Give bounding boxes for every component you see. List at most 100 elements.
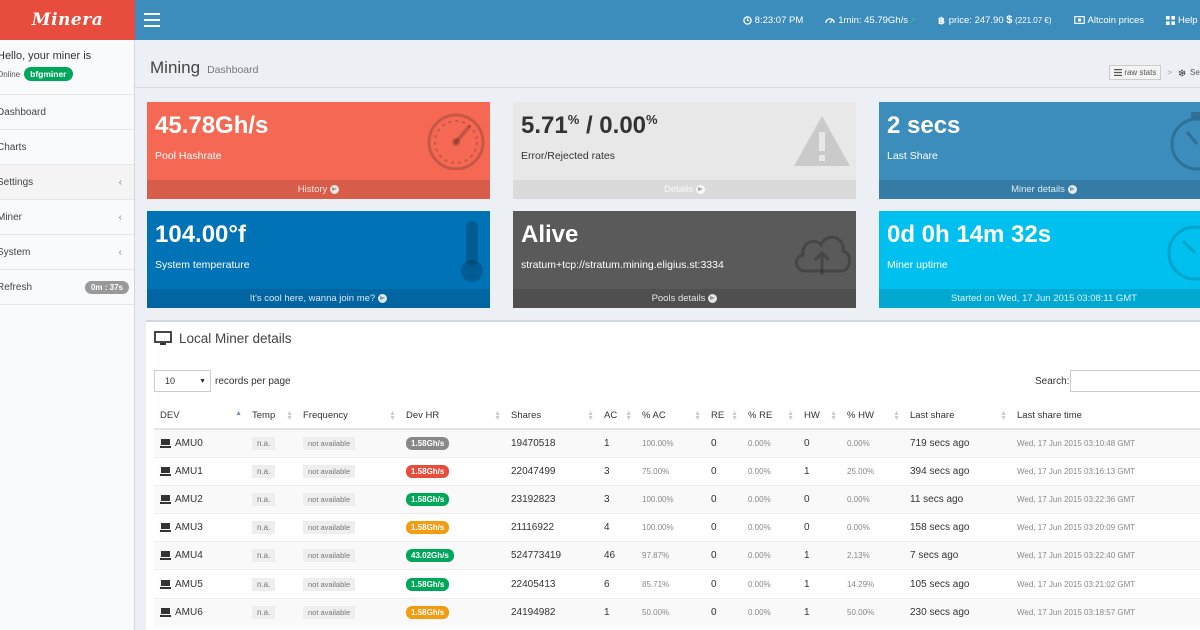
sidebar-item-settings[interactable]: Settings ‹ bbox=[0, 165, 134, 200]
column-header-re[interactable]: RE ▲ ▼ bbox=[705, 403, 742, 430]
temp-tag: n.a. bbox=[252, 492, 276, 506]
altcoin-prices-link[interactable]: Altcoin prices bbox=[1073, 15, 1144, 26]
column-header-pct-re[interactable]: % RE ▲ ▼ bbox=[742, 403, 798, 430]
device-label: AMU4 bbox=[175, 550, 203, 562]
column-header-pct-ac[interactable]: % AC ▲ ▼ bbox=[636, 403, 705, 430]
cell-pct-hw: 14.29% bbox=[841, 569, 904, 599]
hashrate-badge: 43.02Gh/s bbox=[406, 549, 454, 563]
column-header-shares[interactable]: Shares ▲ ▼ bbox=[505, 403, 598, 430]
cell-dev-hr: 1.58Gh/s bbox=[400, 597, 505, 627]
help-link[interactable]: Help bbox=[1166, 15, 1200, 26]
arrow-circle-right-icon bbox=[378, 294, 388, 303]
cell-last-share-time: Wed, 17 Jun 2015 03:20:09 GMT bbox=[1011, 513, 1200, 542]
details-label: Details bbox=[663, 184, 694, 195]
cell-frequency: not available bbox=[297, 456, 400, 486]
cell-pct-hw: 50.00% bbox=[841, 597, 904, 627]
column-header-frequency[interactable]: Frequency ▲ ▼ bbox=[297, 403, 400, 430]
frequency-tag: not available bbox=[303, 605, 356, 619]
records-per-page-select[interactable]: 10 ▼ bbox=[154, 370, 211, 392]
table-search: Search: bbox=[1035, 370, 1200, 392]
settings-link[interactable]: Settings bbox=[1178, 68, 1200, 77]
refresh-countdown-badge: 0m : 37s bbox=[84, 280, 129, 294]
raw-stats-button[interactable]: raw stats bbox=[1109, 65, 1162, 80]
error-rate-box: 5.71% / 0.00% Error/Rejected rates Detai… bbox=[513, 102, 856, 199]
frequency-tag: not available bbox=[303, 549, 356, 563]
sidebar-item-system[interactable]: System ‹ bbox=[0, 235, 134, 270]
pool-url: stratum+tcp://stratum.mining.eligius.st:… bbox=[521, 259, 724, 271]
cell-frequency: not available bbox=[297, 541, 400, 570]
miner-details-label: Miner details bbox=[1011, 184, 1065, 195]
history-link[interactable]: History bbox=[147, 180, 490, 199]
pct-re-value: 0.00% bbox=[748, 523, 771, 533]
cell-last-share-time: Wed, 17 Jun 2015 03:22:40 GMT bbox=[1011, 541, 1200, 570]
page-title: Mining bbox=[150, 58, 201, 77]
cell-pct-ac: 75.00% bbox=[636, 456, 705, 486]
pct-ac-value: 100.00% bbox=[642, 494, 674, 504]
page-header: Mining Dashboard bbox=[150, 58, 258, 78]
table-row: AMU0 n.a. not available 1.58Gh/s 1947051… bbox=[154, 428, 1200, 458]
cell-last-share-time: Wed, 17 Jun 2015 03:10:48 GMT bbox=[1011, 428, 1200, 458]
column-label: Dev HR bbox=[406, 410, 440, 421]
cell-dev-hr: 43.02Gh/s bbox=[400, 541, 505, 570]
cell-re: 0 bbox=[705, 484, 742, 514]
status-text: Online bbox=[0, 69, 21, 79]
sidebar-toggle-icon[interactable] bbox=[144, 13, 160, 27]
column-label: DEV bbox=[160, 410, 180, 421]
greeting-text: Hello, your miner is bbox=[0, 50, 92, 62]
device-label: AMU6 bbox=[175, 606, 203, 618]
cell-last-share-time: Wed, 17 Jun 2015 03:16:13 GMT bbox=[1011, 456, 1200, 486]
page-subtitle: Dashboard bbox=[207, 64, 259, 76]
miner-uptime-box: 0d 0h 14m 32s Miner uptime Started on We… bbox=[879, 211, 1200, 308]
column-header-dev[interactable]: DEV ▲ bbox=[154, 403, 246, 430]
cell-last-share: 230 secs ago bbox=[904, 597, 1011, 627]
sort-icon: ▲ ▼ bbox=[694, 410, 701, 422]
device-name: AMU1 bbox=[160, 466, 240, 477]
hashrate-badge: 1.58Gh/s bbox=[406, 521, 450, 535]
stopwatch-icon bbox=[1170, 112, 1200, 171]
frequency-tag: not available bbox=[303, 492, 356, 506]
column-header-dev-hr[interactable]: Dev HR ▲ ▼ bbox=[400, 403, 505, 430]
cell-re: 0 bbox=[705, 541, 742, 570]
pools-details-link[interactable]: Pools details bbox=[513, 289, 856, 308]
column-label: Frequency bbox=[303, 410, 348, 421]
sort-icon: ▲ ▼ bbox=[625, 410, 632, 422]
system-temperature-box: 104.00°f System temperature It's cool he… bbox=[147, 211, 490, 308]
column-header-temp[interactable]: Temp ▲ ▼ bbox=[246, 403, 297, 430]
cell-shares: 19470518 bbox=[505, 428, 598, 458]
column-header-hw[interactable]: HW ▲ ▼ bbox=[798, 403, 841, 430]
search-input[interactable] bbox=[1070, 370, 1200, 392]
temp-tag: n.a. bbox=[252, 436, 276, 450]
device-name: AMU3 bbox=[160, 522, 240, 533]
pct-hw-value: 25.00% bbox=[847, 466, 875, 476]
app-logo[interactable]: Minera bbox=[0, 0, 135, 40]
arrow-circle-right-icon bbox=[1067, 185, 1077, 194]
dashboard-gauge-icon bbox=[825, 18, 836, 24]
pool-hashrate-label: Pool Hashrate bbox=[155, 150, 222, 162]
details-link[interactable]: Details bbox=[513, 180, 856, 199]
cell-last-share: 7 secs ago bbox=[904, 541, 1011, 570]
join-me-link[interactable]: It's cool here, wanna join me? bbox=[147, 289, 490, 308]
cell-pct-ac: 85.71% bbox=[636, 569, 705, 599]
table-row: AMU4 n.a. not available 43.02Gh/s 524773… bbox=[154, 541, 1200, 570]
miner-details-link[interactable]: Miner details bbox=[879, 180, 1200, 199]
bitcoin-price-widget: ฿ price: 247.90 $ (221.07 €) bbox=[938, 14, 1052, 26]
column-label: % AC bbox=[642, 410, 666, 421]
sidebar-item-dashboard[interactable]: Dashboard bbox=[0, 95, 134, 130]
device-name: AMU4 bbox=[160, 550, 240, 561]
sidebar-item-charts[interactable]: Charts bbox=[0, 130, 134, 165]
cell-re: 0 bbox=[705, 569, 742, 599]
column-header-last-share-time[interactable]: Last share time bbox=[1011, 403, 1200, 430]
sidebar-item-miner[interactable]: Miner ‹ bbox=[0, 200, 134, 235]
cell-dev: AMU3 bbox=[154, 513, 246, 542]
sort-asc-icon: ▲ bbox=[235, 410, 242, 417]
sidebar-item-refresh[interactable]: Refresh 0m : 37s bbox=[0, 270, 134, 305]
column-header-ac[interactable]: AC ▲ ▼ bbox=[598, 403, 636, 430]
column-header-last-share[interactable]: Last share ▲ ▼ bbox=[904, 403, 1011, 430]
cell-pct-re: 0.00% bbox=[742, 541, 798, 570]
pct-re-value: 0.00% bbox=[748, 466, 771, 476]
pool-hashrate-value: 45.78Gh/s bbox=[155, 112, 269, 139]
sort-icon: ▲ ▼ bbox=[787, 410, 794, 422]
started-on-link[interactable]: Started on Wed, 17 Jun 2015 03:08:11 GMT bbox=[879, 289, 1200, 308]
column-header-pct-hw[interactable]: % HW ▲ ▼ bbox=[841, 403, 904, 430]
arrow-circle-right-icon bbox=[330, 185, 340, 194]
